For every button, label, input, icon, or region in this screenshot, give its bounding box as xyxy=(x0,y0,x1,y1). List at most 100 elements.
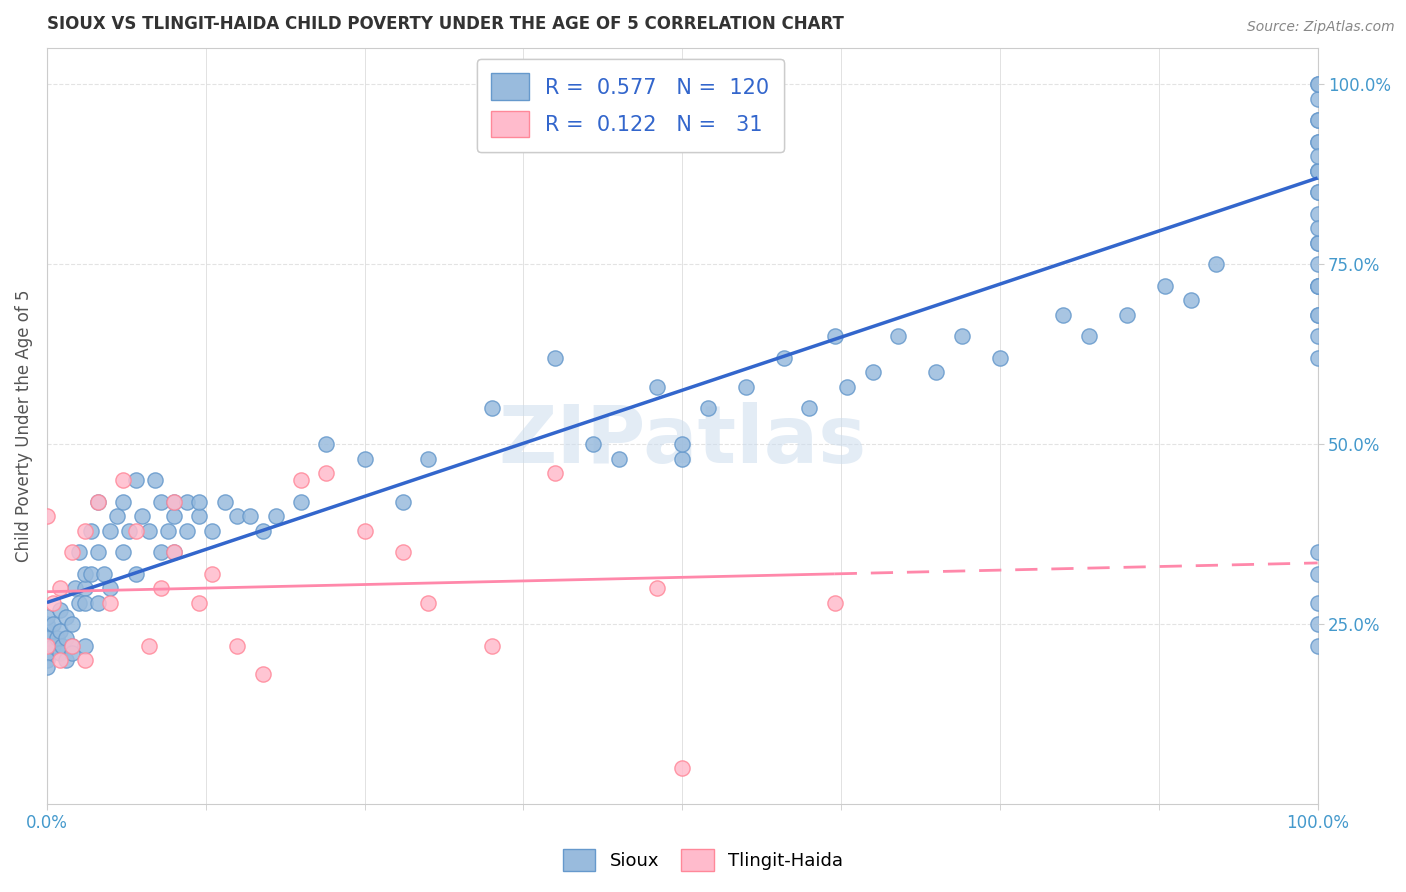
Point xyxy=(118,524,141,538)
Point xyxy=(1077,329,1099,343)
Point xyxy=(35,653,58,667)
Point xyxy=(73,581,96,595)
Point xyxy=(315,437,337,451)
Point xyxy=(1306,329,1329,343)
Point xyxy=(42,639,65,653)
Point xyxy=(1306,235,1329,250)
Point xyxy=(67,545,90,559)
Point xyxy=(1306,163,1329,178)
Point xyxy=(671,451,693,466)
Point xyxy=(1306,78,1329,92)
Point xyxy=(60,545,83,559)
Point xyxy=(1306,92,1329,106)
Point xyxy=(391,495,413,509)
Point xyxy=(544,466,567,480)
Point xyxy=(100,595,122,609)
Point xyxy=(1306,163,1329,178)
Point xyxy=(201,524,224,538)
Point xyxy=(67,595,90,609)
Point xyxy=(55,632,77,646)
Point xyxy=(925,365,948,379)
Point xyxy=(824,329,846,343)
Point xyxy=(645,581,668,595)
Point xyxy=(1306,207,1329,221)
Point xyxy=(46,632,69,646)
Point xyxy=(73,524,96,538)
Point xyxy=(35,639,58,653)
Point xyxy=(60,639,83,653)
Point xyxy=(1306,595,1329,609)
Point xyxy=(188,495,211,509)
Point xyxy=(1306,308,1329,322)
Point xyxy=(100,524,122,538)
Point xyxy=(125,524,148,538)
Point xyxy=(48,653,70,667)
Point xyxy=(60,646,83,660)
Point xyxy=(48,603,70,617)
Text: Source: ZipAtlas.com: Source: ZipAtlas.com xyxy=(1247,20,1395,34)
Point xyxy=(163,495,186,509)
Point xyxy=(131,509,153,524)
Point xyxy=(837,379,859,393)
Point xyxy=(86,495,108,509)
Point xyxy=(150,581,173,595)
Point xyxy=(35,610,58,624)
Point xyxy=(1306,566,1329,581)
Point xyxy=(1306,545,1329,559)
Point xyxy=(1306,308,1329,322)
Point xyxy=(1306,617,1329,632)
Point xyxy=(86,495,108,509)
Point xyxy=(950,329,973,343)
Point xyxy=(93,566,115,581)
Point xyxy=(1306,135,1329,149)
Point xyxy=(73,653,96,667)
Point xyxy=(214,495,236,509)
Legend: R =  0.577   N =  120, R =  0.122   N =   31: R = 0.577 N = 120, R = 0.122 N = 31 xyxy=(477,59,785,152)
Point xyxy=(35,509,58,524)
Point xyxy=(290,473,312,487)
Point xyxy=(176,524,198,538)
Point xyxy=(55,653,77,667)
Point xyxy=(696,401,718,416)
Point xyxy=(315,466,337,480)
Point xyxy=(35,617,58,632)
Point xyxy=(48,646,70,660)
Point xyxy=(1306,279,1329,293)
Point xyxy=(163,509,186,524)
Point xyxy=(1306,135,1329,149)
Point xyxy=(1306,639,1329,653)
Point xyxy=(264,509,287,524)
Point xyxy=(176,495,198,509)
Point xyxy=(416,595,439,609)
Point xyxy=(112,473,135,487)
Point xyxy=(1306,163,1329,178)
Point xyxy=(1306,186,1329,200)
Text: ZIPatlas: ZIPatlas xyxy=(498,402,866,480)
Point xyxy=(60,639,83,653)
Point xyxy=(100,581,122,595)
Point xyxy=(353,451,375,466)
Point xyxy=(226,639,249,653)
Point xyxy=(1306,279,1329,293)
Point xyxy=(1306,78,1329,92)
Point xyxy=(887,329,910,343)
Point xyxy=(125,473,148,487)
Point xyxy=(35,632,58,646)
Point xyxy=(353,524,375,538)
Point xyxy=(125,566,148,581)
Point xyxy=(80,566,103,581)
Point xyxy=(105,509,128,524)
Point xyxy=(150,495,173,509)
Point xyxy=(799,401,821,416)
Point xyxy=(252,667,274,681)
Point xyxy=(1306,186,1329,200)
Point xyxy=(645,379,668,393)
Point xyxy=(1306,221,1329,235)
Point xyxy=(252,524,274,538)
Point xyxy=(1052,308,1074,322)
Point xyxy=(988,351,1011,365)
Point xyxy=(582,437,605,451)
Point xyxy=(544,351,567,365)
Point xyxy=(86,545,108,559)
Point xyxy=(1306,113,1329,128)
